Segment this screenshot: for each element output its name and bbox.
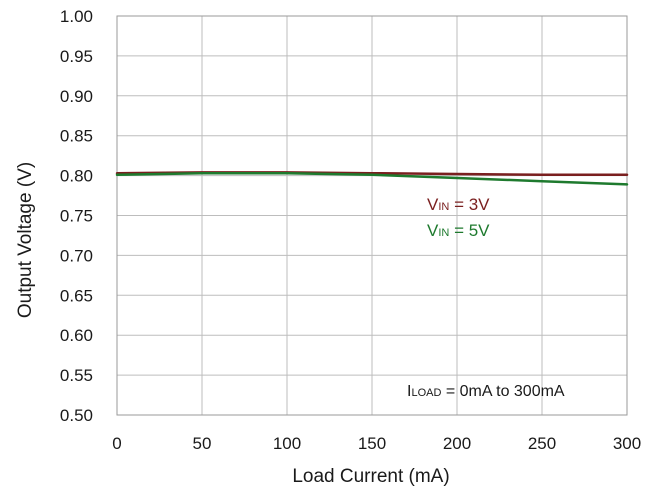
y-axis-title: Output Voltage (V) [15, 162, 36, 318]
legend-entry-main: V [427, 195, 439, 214]
y-tick-label: 0.80 [60, 167, 93, 186]
y-tick-label: 0.65 [60, 286, 93, 305]
x-tick-label: 150 [358, 434, 386, 453]
x-tick-label: 300 [613, 434, 641, 453]
annotation-rest: = 0mA to 300mA [441, 383, 565, 400]
x-tick-label: 250 [528, 434, 556, 453]
y-tick-label: 0.85 [60, 127, 93, 146]
y-tick-label: 0.70 [60, 246, 93, 265]
annotation-main: I [407, 383, 411, 400]
y-tick-label: 0.75 [60, 207, 93, 226]
load-annotation: ILOAD = 0mA to 300mA [407, 383, 565, 400]
y-tick-labels: 0.50 0.55 0.60 0.65 0.70 0.75 0.80 0.85 0.90 0.95… [60, 7, 93, 425]
x-tick-label: 0 [112, 434, 121, 453]
y-tick-label: 0.55 [60, 366, 93, 385]
series-line-1 [115, 171, 629, 186]
y-tick-label: 0.60 [60, 326, 93, 345]
plot-frame [116, 15, 628, 416]
annotation-sub: LOAD [411, 387, 441, 399]
x-tick-label: 50 [193, 434, 212, 453]
y-tick-label: 0.95 [60, 47, 93, 66]
x-tick-label: 100 [273, 434, 301, 453]
legend-entry-sub: IN [438, 201, 449, 213]
legend-entry-vin-5v: VIN = 5V [427, 221, 490, 240]
x-axis-title: Load Current (mA) [292, 466, 449, 487]
x-tick-label: 200 [443, 434, 471, 453]
series-lines [115, 171, 629, 186]
grid [116, 15, 628, 416]
x-tick-labels: 0 50 100 150 200 250 300 [112, 434, 641, 453]
y-tick-label: 1.00 [60, 7, 93, 26]
legend-entry-main: V [427, 221, 439, 240]
legend-entry-rest: = 3V [449, 195, 490, 214]
y-tick-label: 0.50 [60, 406, 93, 425]
y-tick-label: 0.90 [60, 87, 93, 106]
legend-entry-vin-3v: VIN = 3V [427, 195, 490, 214]
legend-entry-sub: IN [438, 227, 449, 239]
legend-entry-rest: = 5V [449, 221, 490, 240]
